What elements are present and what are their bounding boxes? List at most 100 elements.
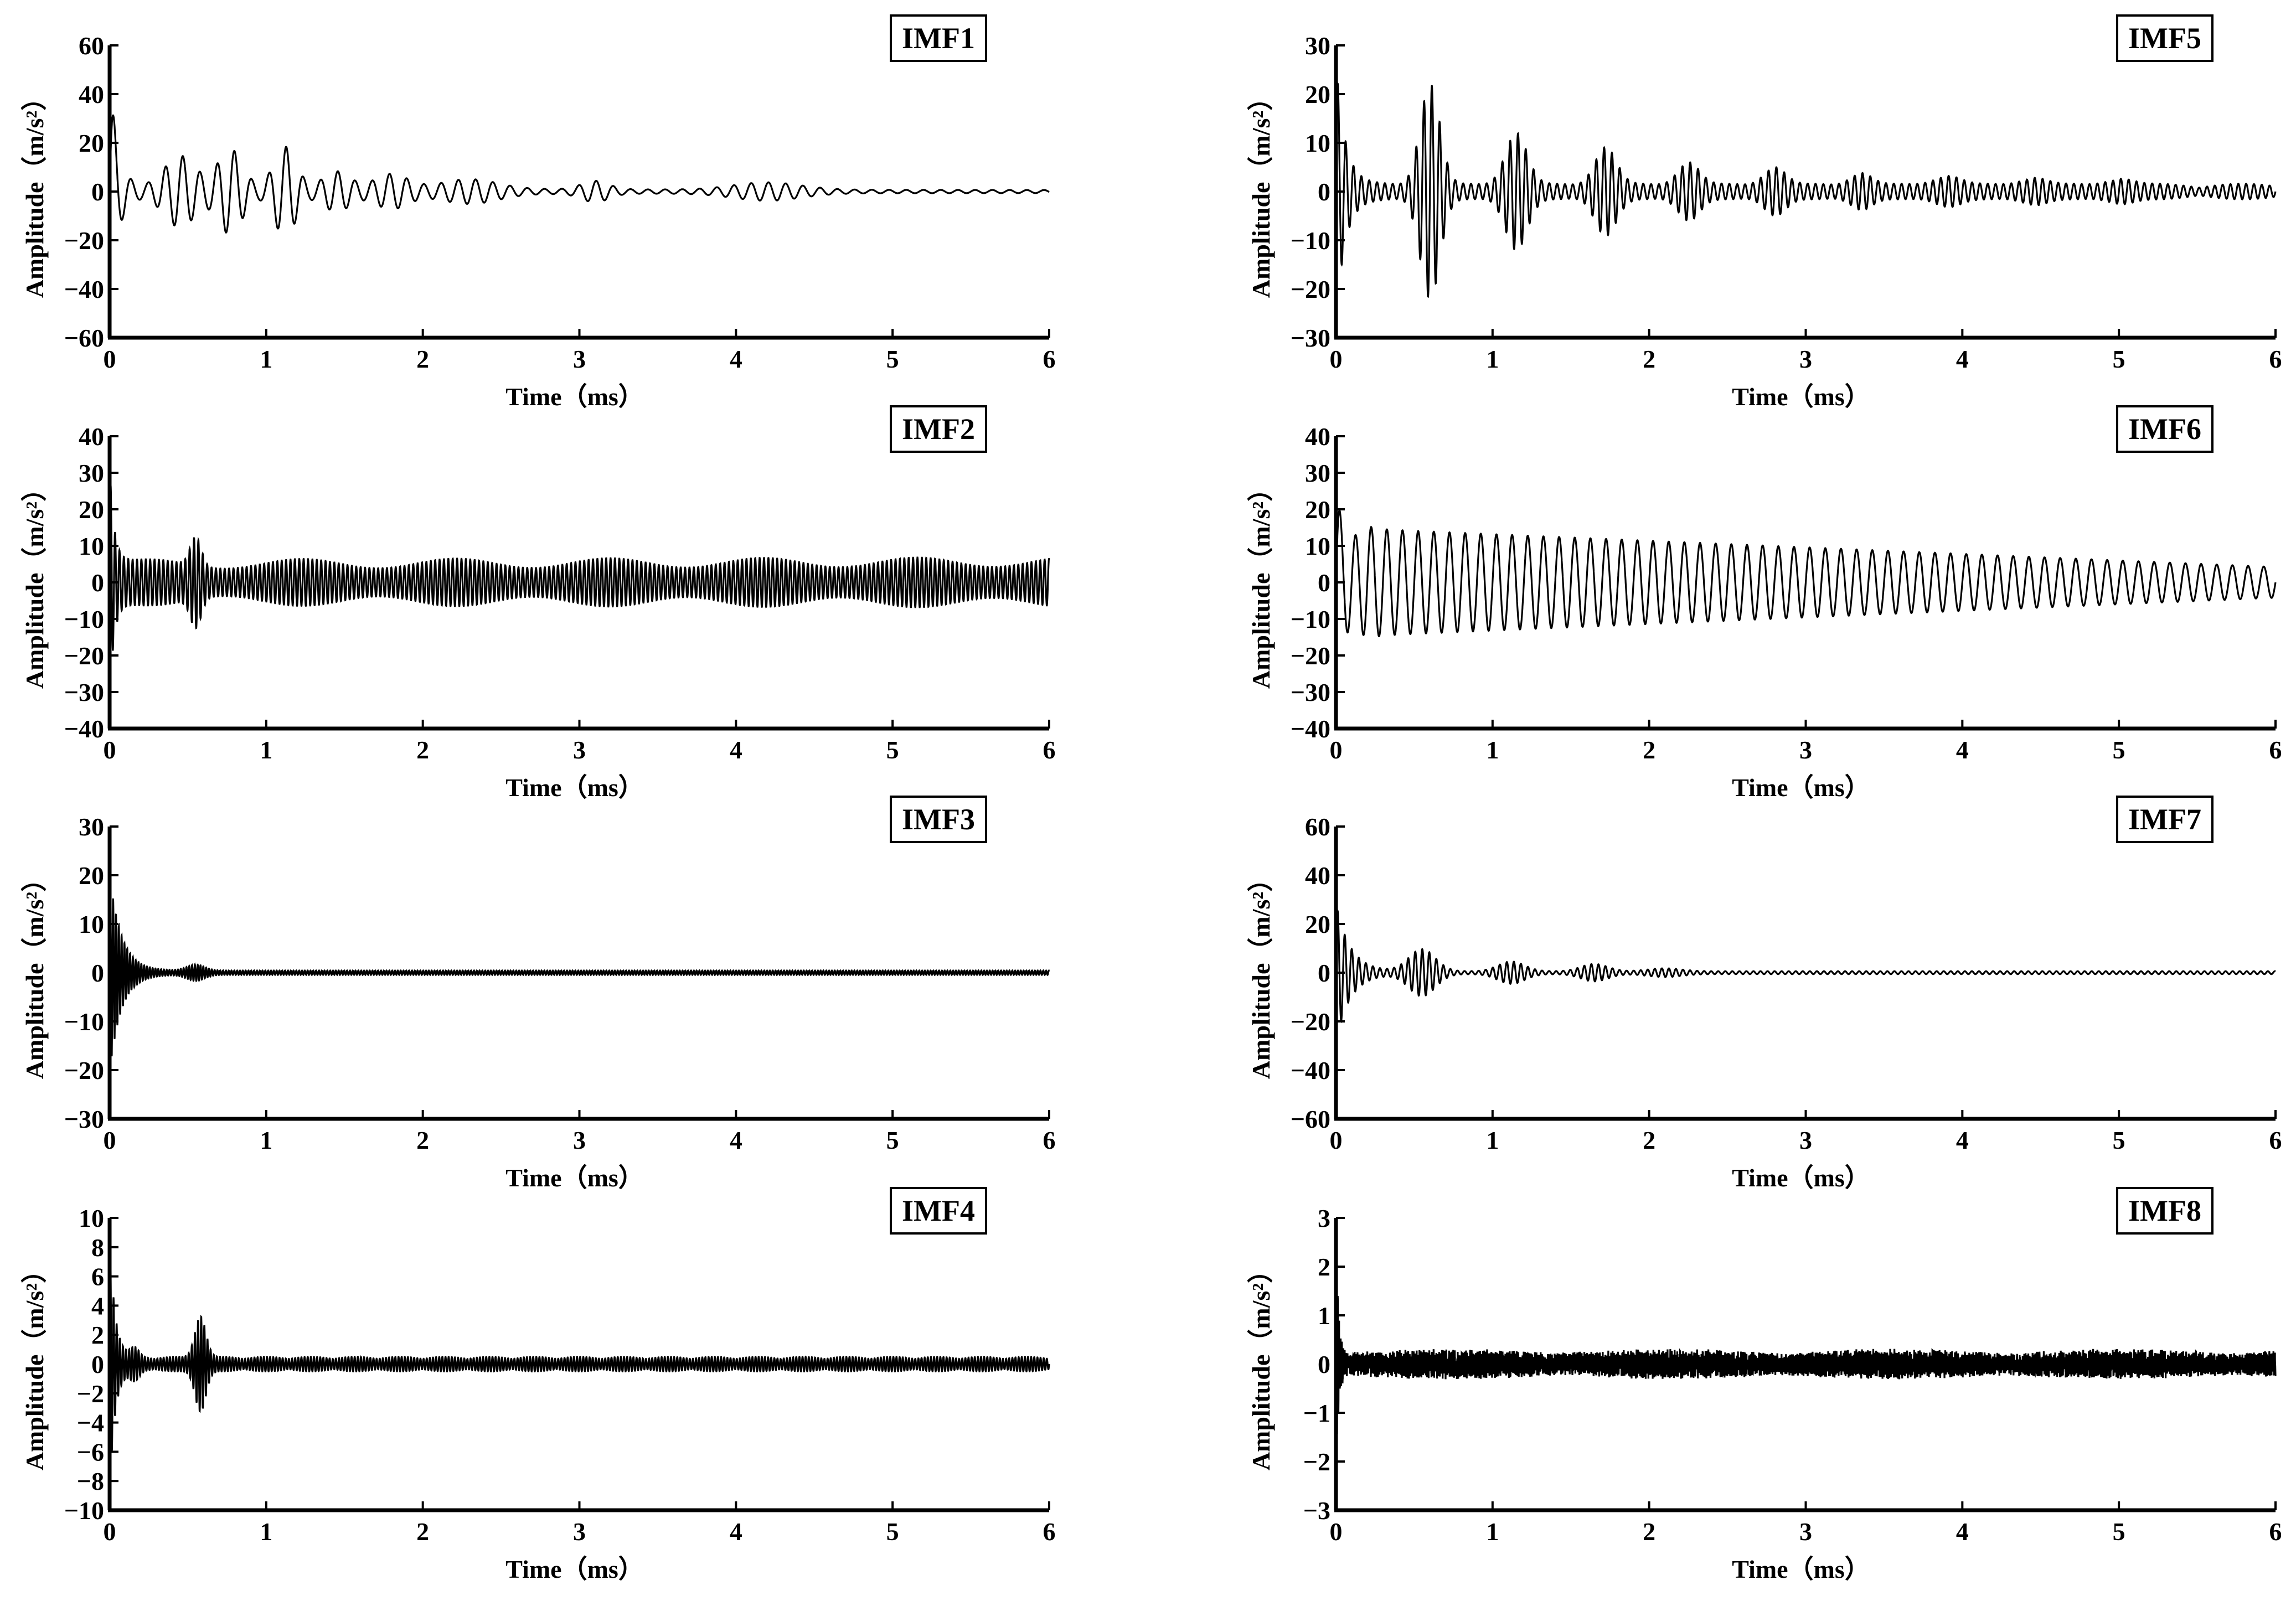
y-tick-label: 20 (79, 861, 104, 890)
imf-panel-2: 0 1 2 3 4 5 6 40 30 20 10 0 −10 −20 −30 −40 Time（ms） Ampl… (20, 405, 1056, 802)
imf-5-waveform (1335, 81, 2277, 298)
y-tick-label: 30 (1305, 459, 1330, 487)
y-tick-label: 6 (91, 1263, 104, 1291)
x-axis-title: Time（ms） (505, 1164, 644, 1192)
x-tick-label: 4 (730, 736, 742, 764)
y-tick-label: −20 (1291, 275, 1330, 303)
y-tick-label: 30 (79, 813, 104, 841)
y-tick-label: −30 (64, 1105, 104, 1133)
x-tick-label: 3 (573, 345, 586, 373)
y-tick-label: 0 (1318, 1350, 1330, 1378)
y-tick-label: −10 (1291, 226, 1330, 255)
x-tick-label: 5 (2113, 736, 2125, 764)
panel-label: IMF1 (902, 22, 975, 55)
y-tick-label: −2 (77, 1380, 104, 1408)
y-tick-label: −2 (1303, 1448, 1330, 1476)
imf-3-waveform (109, 879, 1050, 1057)
y-tick-label: −20 (1291, 642, 1330, 670)
y-axis-title: Amplitude（m/s²） (1247, 476, 1275, 689)
x-axis-title: Time（ms） (505, 1555, 644, 1583)
y-tick-label: 3 (1318, 1204, 1330, 1232)
imf-panel-8: 0 1 2 3 4 5 6 3 2 1 0 −1 −2 −3 Time（ms） Amplitude（m/s²）… (1247, 1187, 2282, 1583)
imf-panel-6: 0 1 2 3 4 5 6 40 30 20 10 0 −10 −20 −30 −40 Time（ms） Ampl… (1247, 405, 2282, 802)
y-tick-label: 40 (79, 422, 104, 451)
imf-panel-7: 0 1 2 3 4 5 6 60 40 20 0 −20 −40 −60 Time（ms） Amplitude… (1247, 796, 2282, 1192)
x-tick-label: 5 (886, 736, 899, 764)
panel-label: IMF7 (2128, 803, 2201, 836)
x-axis-title: Time（ms） (505, 773, 644, 802)
x-tick-label: 6 (2269, 1517, 2282, 1546)
x-tick-label: 2 (416, 345, 429, 373)
y-tick-label: 0 (91, 569, 104, 597)
panel-label-box (2116, 1187, 2214, 1235)
y-tick-label: 10 (79, 910, 104, 938)
x-tick-label: 2 (1643, 1126, 1655, 1154)
x-axis-title: Time（ms） (1732, 1555, 1870, 1583)
imf-1-waveform (109, 114, 1050, 234)
y-tick-label: −20 (1291, 1008, 1330, 1036)
x-tick-label: 5 (886, 1517, 899, 1546)
x-tick-label: 1 (260, 736, 272, 764)
x-tick-label: 5 (2113, 1517, 2125, 1546)
y-axis-title: Amplitude（m/s²） (20, 866, 49, 1079)
y-tick-label: 0 (91, 1350, 104, 1378)
imf-7-waveform (1335, 908, 2276, 1024)
x-tick-label: 0 (104, 1517, 116, 1546)
y-tick-label: 10 (1305, 532, 1330, 560)
y-tick-label: −40 (64, 275, 104, 303)
y-tick-label: 20 (1305, 495, 1330, 524)
x-tick-label: 3 (573, 1517, 586, 1546)
imf-panel-4: 0 1 2 3 4 5 61086420−2−4−6−8−10Time（ms）Amplitu… (20, 1187, 1056, 1583)
x-tick-label: 1 (1486, 1126, 1499, 1154)
y-tick-label: 40 (1305, 422, 1330, 451)
panel-label-box (2116, 796, 2214, 843)
x-tick-label: 1 (260, 345, 272, 373)
x-tick-label: 0 (1330, 1126, 1343, 1154)
x-tick-label: 2 (1643, 736, 1655, 764)
y-tick-label: 20 (1305, 910, 1330, 938)
x-tick-label: 5 (886, 1126, 899, 1154)
y-axis-title: Amplitude（m/s²） (1247, 866, 1275, 1079)
panel-label-box (890, 796, 987, 843)
x-tick-label: 6 (1043, 345, 1056, 373)
y-tick-label: −20 (64, 642, 104, 670)
y-tick-label: 4 (91, 1292, 104, 1320)
x-tick-label: 0 (104, 1126, 116, 1154)
y-tick-label: −10 (1291, 605, 1330, 633)
x-tick-label: 6 (1043, 736, 1056, 764)
y-axis-title: Amplitude（m/s²） (20, 476, 49, 689)
y-tick-label: 10 (79, 1204, 104, 1232)
y-tick-label: 0 (1318, 959, 1330, 987)
y-tick-label: 40 (1305, 861, 1330, 890)
y-tick-label: −10 (64, 1008, 104, 1036)
panel-label-box (890, 14, 987, 62)
y-tick-label: 8 (91, 1233, 104, 1262)
x-tick-label: 2 (416, 736, 429, 764)
x-tick-label: 6 (2269, 736, 2282, 764)
x-axis-title: Time（ms） (505, 383, 644, 411)
x-tick-label: 0 (1330, 1517, 1343, 1546)
y-tick-label: −8 (77, 1467, 104, 1495)
y-tick-label: −40 (64, 715, 104, 743)
y-tick-label: −40 (1291, 715, 1330, 743)
imf-panel-3: 0 1 2 3 4 5 6 30 20 10 0 −10 −20 −30 Time（ms） Amplitude… (20, 796, 1056, 1192)
y-tick-label: −3 (1303, 1496, 1330, 1525)
panel-label: IMF5 (2128, 22, 2201, 55)
x-tick-label: 1 (1486, 345, 1499, 373)
y-tick-label: −6 (77, 1438, 104, 1466)
x-axis-title: Time（ms） (1732, 1164, 1870, 1192)
panel-label-box (2116, 405, 2214, 453)
x-tick-label: 1 (260, 1517, 272, 1546)
x-tick-label: 1 (1486, 1517, 1499, 1546)
x-tick-label: 0 (1330, 345, 1343, 373)
y-tick-label: −60 (64, 324, 104, 352)
x-tick-label: 6 (1043, 1126, 1056, 1154)
panel-label: IMF2 (902, 412, 975, 446)
y-axis-title: Amplitude（m/s²） (1247, 1258, 1275, 1470)
y-tick-label: −4 (77, 1409, 104, 1437)
panel-label: IMF8 (2128, 1194, 2201, 1227)
panel-label: IMF3 (902, 803, 975, 836)
y-tick-label: 1 (1318, 1302, 1330, 1330)
y-tick-label: 20 (79, 129, 104, 157)
